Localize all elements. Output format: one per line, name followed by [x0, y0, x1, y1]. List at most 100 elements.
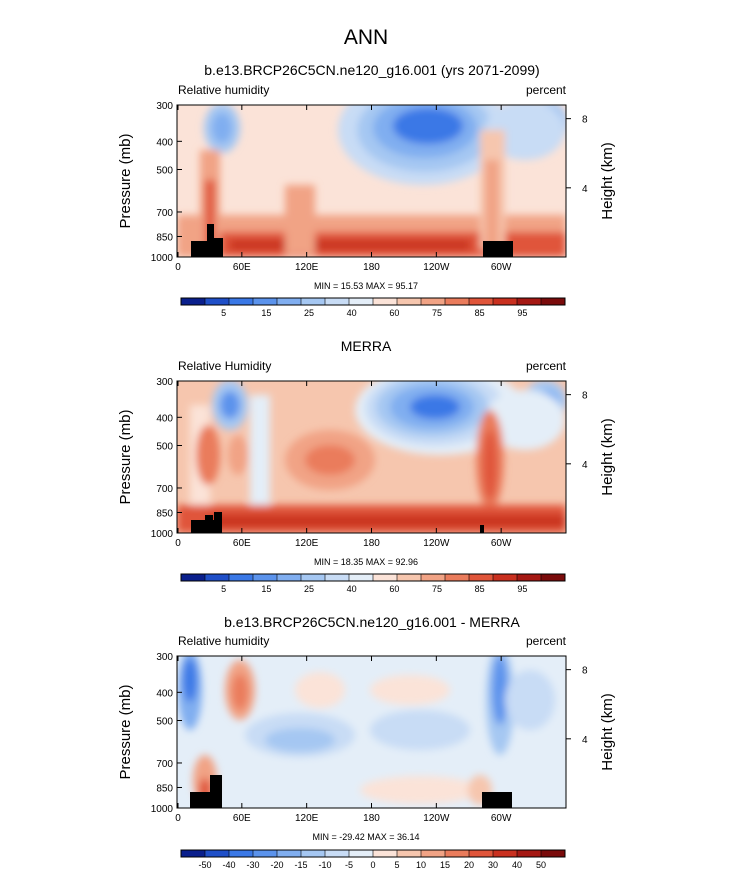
colorbar-label: -10	[318, 860, 331, 870]
colorbar-bin	[229, 574, 254, 581]
colorbar-bin	[325, 850, 350, 857]
pressure-tick-label: 850	[156, 508, 173, 519]
colorbar-label: 0	[370, 860, 375, 870]
panel-model: b.e13.BRCP26C5CN.ne120_g16.001 (yrs 2071…	[117, 62, 616, 318]
lon-tick-label: 180	[363, 813, 380, 824]
colorbar-label: 5	[221, 308, 226, 318]
colorbar-bin	[349, 298, 374, 305]
colorbar-label: 85	[475, 584, 485, 594]
colorbar-bin	[493, 298, 518, 305]
colorbar-label: 60	[389, 584, 399, 594]
figure-title: ANN	[344, 26, 388, 49]
colorbar-bin	[421, 850, 446, 857]
colorbar-bin	[445, 574, 470, 581]
lon-tick-label: 120W	[423, 262, 450, 273]
lon-tick-label: 60W	[491, 262, 512, 273]
y-axis-title: Pressure (mb)	[117, 133, 134, 228]
colorbar-bin	[445, 298, 470, 305]
panel-title: MERRA	[341, 338, 392, 354]
pressure-tick-label: 850	[156, 783, 173, 794]
lon-tick-label: 60W	[491, 813, 512, 824]
colorbar-bin	[469, 298, 494, 305]
height-tick-label: 4	[582, 735, 588, 746]
colorbar-bin	[397, 574, 422, 581]
pressure-tick-label: 500	[156, 165, 173, 176]
colorbar-label: 5	[394, 860, 399, 870]
axes: 300 400 500 700 850 1000 8 4 0 60E 120E 180 120W 60W P…	[117, 377, 616, 549]
height-tick-label: 8	[582, 391, 588, 402]
colorbar-bin	[205, 298, 230, 305]
colorbar-bin	[541, 574, 566, 581]
lon-tick-label: 0	[175, 262, 181, 273]
lon-tick-label: 180	[363, 538, 380, 549]
colorbar-label: -50	[198, 860, 211, 870]
pressure-tick-label: 400	[156, 413, 173, 424]
colorbar-bin	[493, 850, 518, 857]
colorbar-bin	[181, 298, 206, 305]
pressure-tick-label: 400	[156, 688, 173, 699]
pressure-tick-label: 500	[156, 716, 173, 727]
colorbar-bin	[373, 574, 398, 581]
lon-tick-label: 0	[175, 813, 181, 824]
colorbar-label: -5	[345, 860, 353, 870]
pressure-tick-label: 700	[156, 484, 173, 495]
colorbar-label: 25	[304, 308, 314, 318]
lon-tick-label: 60W	[491, 538, 512, 549]
right-label: percent	[526, 634, 567, 648]
colorbar-bin	[181, 574, 206, 581]
colorbar-bin	[205, 850, 230, 857]
colorbar-label: -40	[222, 860, 235, 870]
colorbar-bin	[349, 574, 374, 581]
stats-label: MIN = 15.53 MAX = 95.17	[314, 281, 418, 291]
pressure-tick-label: 400	[156, 137, 173, 148]
colorbar-label: -20	[270, 860, 283, 870]
colorbar-label: -30	[246, 860, 259, 870]
lon-tick-label: 0	[175, 538, 181, 549]
colorbar-bin	[181, 850, 206, 857]
pressure-tick-label: 300	[156, 377, 173, 388]
pressure-tick-label: 1000	[151, 804, 174, 815]
height-axis-title: Height (km)	[599, 418, 616, 496]
colorbar-bin	[541, 850, 566, 857]
colorbar-label: 15	[440, 860, 450, 870]
height-tick-label: 8	[582, 666, 588, 677]
lon-tick-label: 60E	[233, 813, 251, 824]
colorbar-bin	[421, 574, 446, 581]
colorbar-bin	[469, 850, 494, 857]
colorbar-label: 95	[517, 308, 527, 318]
panel-title: b.e13.BRCP26C5CN.ne120_g16.001 - MERRA	[224, 614, 520, 630]
colorbar-label: 15	[261, 308, 271, 318]
colorbar-bin	[253, 574, 278, 581]
colorbar-bin	[421, 298, 446, 305]
colorbar-bin	[253, 850, 278, 857]
stats-label: MIN = 18.35 MAX = 92.96	[314, 557, 418, 567]
colorbar-bin	[397, 850, 422, 857]
panel-difference: b.e13.BRCP26C5CN.ne120_g16.001 - MERRA R…	[117, 614, 616, 870]
colorbar-label: 95	[517, 584, 527, 594]
colorbar-bin	[517, 298, 542, 305]
colorbar-bin	[397, 298, 422, 305]
colorbar-bin	[229, 850, 254, 857]
colorbar-label: 30	[488, 860, 498, 870]
colorbar-bin	[493, 574, 518, 581]
colorbar-label: 40	[347, 584, 357, 594]
colorbar-bin	[277, 850, 302, 857]
colorbar-label: 25	[304, 584, 314, 594]
lon-tick-label: 120E	[295, 262, 319, 273]
colorbar-label: 40	[512, 860, 522, 870]
right-label: percent	[526, 83, 567, 97]
colorbar-label: 75	[432, 308, 442, 318]
colorbar-bin	[205, 574, 230, 581]
axes: 300 400 500 700 850 1000 8 4 0 60E 120E 180 120W 60W P…	[117, 652, 616, 824]
colorbar-bin	[469, 574, 494, 581]
colorbar-label: -15	[294, 860, 307, 870]
stats-label: MIN = -29.42 MAX = 36.14	[312, 832, 419, 842]
colorbar-bin	[325, 298, 350, 305]
colorbar-label: 10	[416, 860, 426, 870]
panel-merra: MERRA Relative Humidity percent	[117, 338, 616, 594]
pressure-tick-label: 850	[156, 232, 173, 243]
colorbar-bin	[373, 298, 398, 305]
colorbar-label: 20	[464, 860, 474, 870]
left-label: Relative humidity	[178, 634, 269, 648]
